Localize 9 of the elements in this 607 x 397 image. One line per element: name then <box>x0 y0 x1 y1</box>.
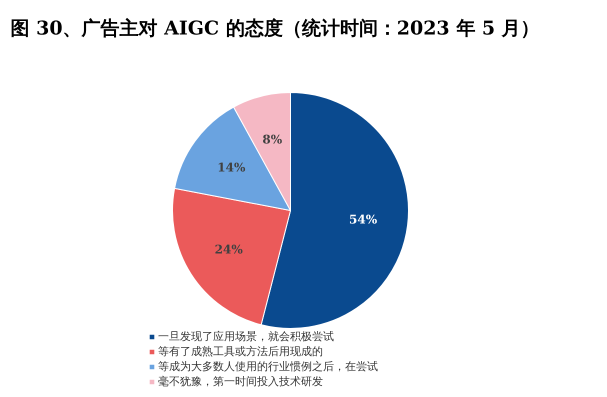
legend-label: 等有了成熟工具或方法后用现成的 <box>158 344 323 359</box>
data-label: 24% <box>214 242 244 257</box>
data-label: 14% <box>217 160 246 174</box>
legend-label: 一旦发现了应用场景，就会积极尝试 <box>158 329 334 344</box>
legend-label: 等成为大多数人使用的行业惯例之后，在尝试 <box>158 359 378 374</box>
data-label: 8% <box>262 132 283 147</box>
legend-label: 毫不犹豫，第一时间投入技术研发 <box>158 374 323 389</box>
data-label: 54% <box>349 212 378 227</box>
chart-title: 图 30、广告主对 AIGC 的态度（统计时间：2023 年 5 月） <box>10 18 540 40</box>
